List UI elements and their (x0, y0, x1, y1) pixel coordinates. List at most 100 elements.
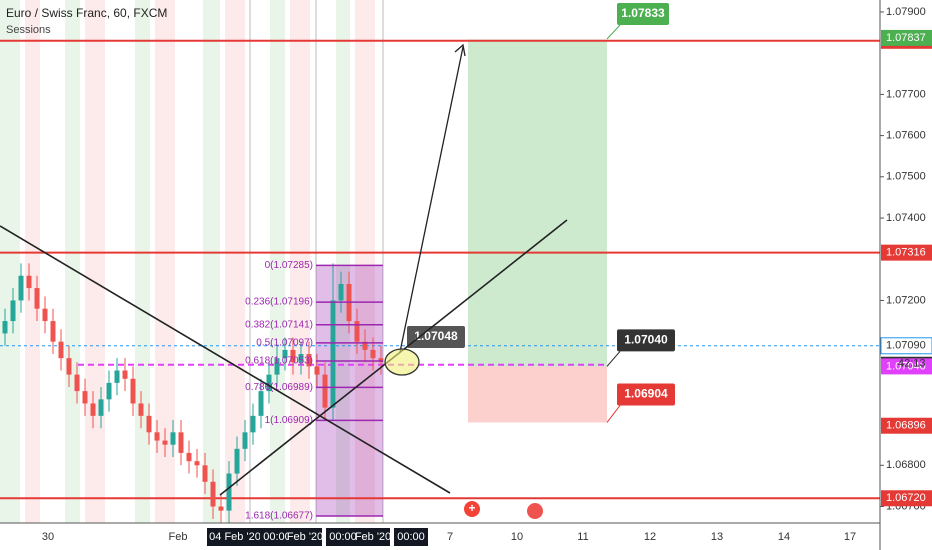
candle-body (274, 358, 280, 375)
candle-body (186, 452, 192, 462)
price-tag: 1.07316 (886, 247, 926, 259)
marker-label-bg (407, 326, 465, 348)
fib-label: 1.618(1.06677) (245, 511, 313, 522)
candle-body (58, 341, 64, 359)
y-tick-label: 1.07400 (886, 212, 926, 224)
candle-body (82, 391, 88, 404)
axes: 1.07900 1.07700 1.07600 1.07500 1.07400 1.072… (42, 6, 932, 546)
candle-body (122, 370, 128, 379)
price-tag: 1.07837 (886, 32, 926, 44)
event-icon[interactable] (527, 503, 543, 519)
stop-label-bg (617, 383, 675, 406)
session-band (65, 0, 80, 523)
crosshair-label-bg (326, 528, 360, 546)
loss-zone (468, 366, 607, 423)
price-tag: 1.07090 (886, 340, 926, 352)
x-tick-label: 17 (844, 531, 856, 543)
fib-label: 0.382(1.07141) (245, 319, 313, 330)
candle-body (370, 349, 376, 359)
candle-body (18, 275, 24, 301)
candle-body (130, 378, 136, 404)
trend-line (0, 225, 451, 494)
x-tick-label: 00:00 (263, 531, 291, 543)
fib-label: 0.5(1.07097) (256, 338, 313, 349)
y-tick-label: 1.07500 (886, 171, 926, 183)
candle-body (218, 506, 224, 511)
x-tick-label: 14 (778, 531, 790, 543)
candle-body (338, 283, 344, 301)
session-band (155, 0, 175, 523)
y-tick-label: 1.07700 (886, 88, 926, 100)
x-tick-label: 04 Feb '20 (209, 531, 261, 543)
x-tick-label: 12 (644, 531, 656, 543)
candle-body (290, 349, 296, 363)
session-band (290, 0, 310, 523)
event-icon-glyph: + (468, 501, 475, 515)
session-band (336, 0, 350, 523)
candle-body (146, 415, 152, 433)
indicator-name: Sessions (6, 24, 51, 36)
target-label: 1.07833 (621, 6, 665, 20)
price-tag-bg (881, 29, 932, 46)
price-tag-bg (881, 417, 932, 434)
candle-body (162, 440, 168, 445)
x-tick-label: 11 (577, 531, 588, 543)
candle-body (378, 358, 384, 363)
candle-body (250, 415, 256, 433)
candle-body (282, 349, 288, 359)
stop-label: 1.06904 (624, 387, 668, 401)
candle-body (258, 391, 264, 416)
fib-label: 0(1.07285) (265, 260, 313, 271)
profit-zone (468, 39, 607, 367)
candle-body (226, 473, 232, 511)
x-tick-label: 30 (42, 531, 54, 543)
callout-stem (606, 405, 621, 423)
candle-body (306, 354, 312, 367)
candle-body (98, 399, 104, 416)
callout-stem (606, 24, 621, 40)
price-tag: 1.06720 (886, 492, 926, 504)
candle-body (234, 448, 240, 474)
arrow (399, 46, 464, 353)
y-tick-label: 1.07200 (886, 294, 926, 306)
session-band (225, 0, 245, 523)
x-tick-label: 00:00 (397, 531, 425, 543)
target-label-bg (617, 3, 669, 25)
chart-title: Euro / Swiss Franc, 60, FXCM (6, 6, 167, 20)
candle-body (50, 321, 56, 342)
price-tag: 1.06896 (886, 420, 926, 432)
x-tick-label: 7 (447, 531, 453, 543)
candle-body (330, 300, 336, 408)
candle-body (90, 403, 96, 416)
session-band (0, 0, 20, 523)
fib-label: 1(1.06909) (265, 415, 313, 426)
candle-body (322, 374, 328, 408)
candle-body (242, 432, 248, 449)
candle-body (202, 465, 208, 482)
session-band (85, 0, 105, 523)
candle-body (266, 374, 272, 392)
entry-label-bg (617, 329, 675, 352)
candle-body (354, 321, 360, 342)
x-tick-label: Feb '20 (355, 531, 391, 543)
highlight-ellipse (384, 348, 420, 376)
price-axis (880, 0, 932, 550)
session-band (25, 0, 40, 523)
candle-body (298, 354, 304, 363)
callout-stem (606, 351, 621, 367)
event-icon[interactable] (464, 501, 480, 517)
fib-label: 0.786(1.06989) (245, 382, 313, 393)
crosshair-label-bg (207, 528, 263, 546)
candle-body (26, 275, 32, 289)
price-tag-bg (880, 337, 932, 355)
price-tag-bg (881, 490, 932, 507)
crosshair-label-bg (288, 528, 322, 546)
session-band (355, 0, 375, 523)
candle-body (10, 300, 16, 322)
x-tick-label: 10 (511, 531, 523, 543)
candle-body (106, 382, 112, 400)
y-tick-label: 1.07900 (886, 6, 926, 18)
candle-body (74, 374, 80, 392)
candle-body (194, 461, 200, 466)
candle-body (42, 308, 48, 322)
